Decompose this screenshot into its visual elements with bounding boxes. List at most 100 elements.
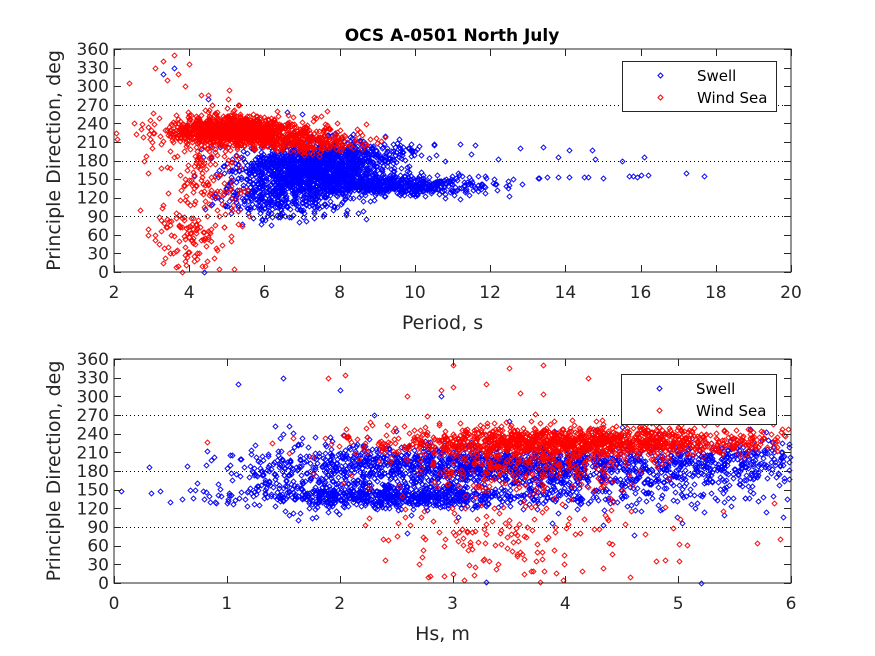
data-point: [343, 167, 350, 174]
data-point: [322, 450, 329, 457]
data-point: [468, 151, 475, 158]
data-point: [422, 193, 429, 200]
data-point: [207, 161, 214, 168]
data-point: [347, 134, 354, 141]
data-point: [171, 52, 178, 59]
data-point: [242, 165, 249, 172]
data-point: [191, 173, 198, 180]
data-point: [277, 166, 284, 173]
data-point: [241, 464, 248, 471]
data-point: [158, 228, 165, 235]
data-point: [211, 255, 218, 262]
data-point: [322, 201, 329, 208]
data-point: [198, 92, 205, 99]
data-point: [426, 174, 433, 181]
data-point: [156, 241, 163, 248]
x-tick-label: 18: [705, 283, 727, 303]
data-point: [216, 167, 223, 174]
x-tick-label: 10: [404, 283, 426, 303]
data-point: [293, 165, 300, 172]
data-point: [222, 211, 229, 218]
data-point: [126, 80, 133, 87]
data-point: [315, 167, 322, 174]
data-point: [221, 224, 228, 231]
data-point: [334, 204, 341, 211]
data-point: [222, 148, 229, 155]
data-point: [371, 197, 378, 204]
data-point: [372, 192, 379, 199]
data-point: [157, 133, 164, 140]
data-point: [313, 175, 320, 182]
data-point: [285, 182, 292, 189]
data-point: [296, 157, 303, 164]
data-point: [350, 195, 357, 202]
data-point: [391, 165, 398, 172]
data-point: [404, 164, 411, 171]
data-point: [354, 160, 361, 167]
data-point: [243, 176, 250, 183]
data-point: [257, 168, 264, 175]
data-point: [175, 71, 182, 78]
data-point: [171, 65, 178, 72]
data-point: [140, 134, 147, 141]
data-point: [186, 61, 193, 68]
data-point: [290, 181, 297, 188]
data-point: [299, 111, 306, 118]
data-point: [149, 139, 156, 146]
data-point: [378, 166, 385, 173]
data-point: [149, 145, 156, 152]
data-point: [311, 208, 318, 215]
data-point: [261, 160, 268, 167]
data-point: [373, 135, 380, 142]
data-point: [275, 161, 282, 168]
data-point: [133, 131, 140, 138]
data-point: [701, 173, 708, 180]
data-point: [156, 214, 163, 221]
data-point: [152, 237, 159, 244]
data-point: [147, 136, 154, 143]
data-point: [370, 166, 377, 173]
data-point: [257, 173, 264, 180]
data-point: [238, 174, 245, 181]
data-point: [566, 174, 573, 181]
data-point: [308, 164, 315, 171]
data-point: [330, 207, 337, 214]
data-point: [131, 120, 138, 127]
data-point: [233, 164, 240, 171]
data-point: [182, 83, 189, 90]
data-point: [297, 183, 304, 190]
data-point: [202, 198, 209, 205]
data-point: [162, 255, 169, 262]
y-tick-label: 210: [77, 133, 109, 153]
data-point: [482, 190, 489, 197]
data-point: [363, 170, 370, 177]
data-point: [442, 158, 449, 165]
data-point: [312, 175, 319, 182]
data-point: [289, 175, 296, 182]
data-point: [274, 108, 281, 115]
data-point: [242, 159, 249, 166]
data-point: [300, 194, 307, 201]
data-point: [359, 165, 366, 172]
data-point: [683, 170, 690, 177]
data-point: [287, 158, 294, 165]
data-point: [167, 148, 174, 155]
data-point: [343, 170, 350, 177]
scatter-points: [113, 52, 708, 276]
data-point: [592, 156, 599, 163]
data-point: [239, 166, 246, 173]
x-tick-label: 4: [184, 283, 195, 303]
data-point: [147, 117, 154, 124]
data-point: [381, 193, 388, 200]
data-point: [229, 167, 236, 174]
data-point: [191, 258, 198, 265]
data-point: [540, 144, 547, 151]
data-point: [472, 142, 479, 149]
data-point: [398, 165, 405, 172]
data-point: [232, 169, 239, 176]
data-point: [266, 187, 273, 194]
data-point: [360, 198, 367, 205]
data-point: [519, 181, 526, 188]
data-point: [272, 177, 279, 184]
